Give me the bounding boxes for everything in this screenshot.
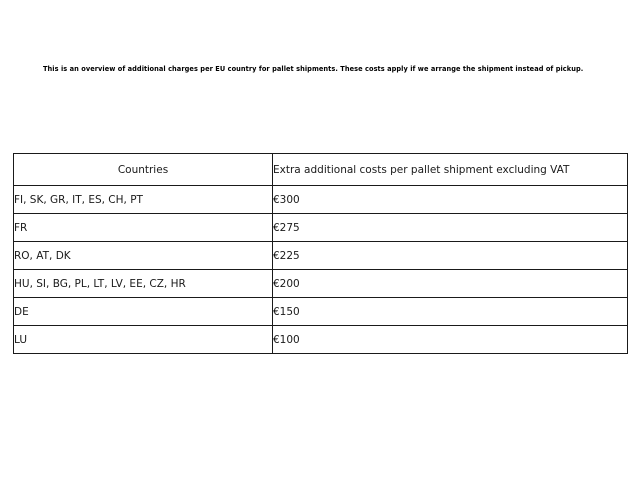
cell-countries: FR: [13, 213, 273, 242]
cell-cost: €275: [272, 213, 628, 242]
table-row: DE €150: [13, 297, 628, 326]
additional-charges-table: Countries Extra additional costs per pal…: [13, 153, 628, 354]
cell-cost: €225: [272, 241, 628, 270]
column-header-costs: Extra additional costs per pallet shipme…: [272, 153, 628, 186]
table-row: FR €275: [13, 213, 628, 242]
table-row: LU €100: [13, 325, 628, 354]
cell-cost: €150: [272, 297, 628, 326]
table-header-row: Countries Extra additional costs per pal…: [13, 153, 628, 186]
table-body: FI, SK, GR, IT, ES, CH, PT €300 FR €275 RO, …: [13, 185, 628, 354]
table-row: HU, SI, BG, PL, LT, LV, EE, CZ, HR €200: [13, 269, 628, 298]
column-header-countries: Countries: [13, 153, 273, 186]
cell-cost: €300: [272, 185, 628, 214]
table-row: RO, AT, DK €225: [13, 241, 628, 270]
table-row: FI, SK, GR, IT, ES, CH, PT €300: [13, 185, 628, 214]
table-header: Countries Extra additional costs per pal…: [13, 153, 628, 186]
cell-countries: LU: [13, 325, 273, 354]
cell-countries: RO, AT, DK: [13, 241, 273, 270]
cell-countries: HU, SI, BG, PL, LT, LV, EE, CZ, HR: [13, 269, 273, 298]
intro-paragraph: This is an overview of additional charge…: [43, 65, 584, 73]
cell-countries: DE: [13, 297, 273, 326]
cell-cost: €200: [272, 269, 628, 298]
cell-countries: FI, SK, GR, IT, ES, CH, PT: [13, 185, 273, 214]
cell-cost: €100: [272, 325, 628, 354]
